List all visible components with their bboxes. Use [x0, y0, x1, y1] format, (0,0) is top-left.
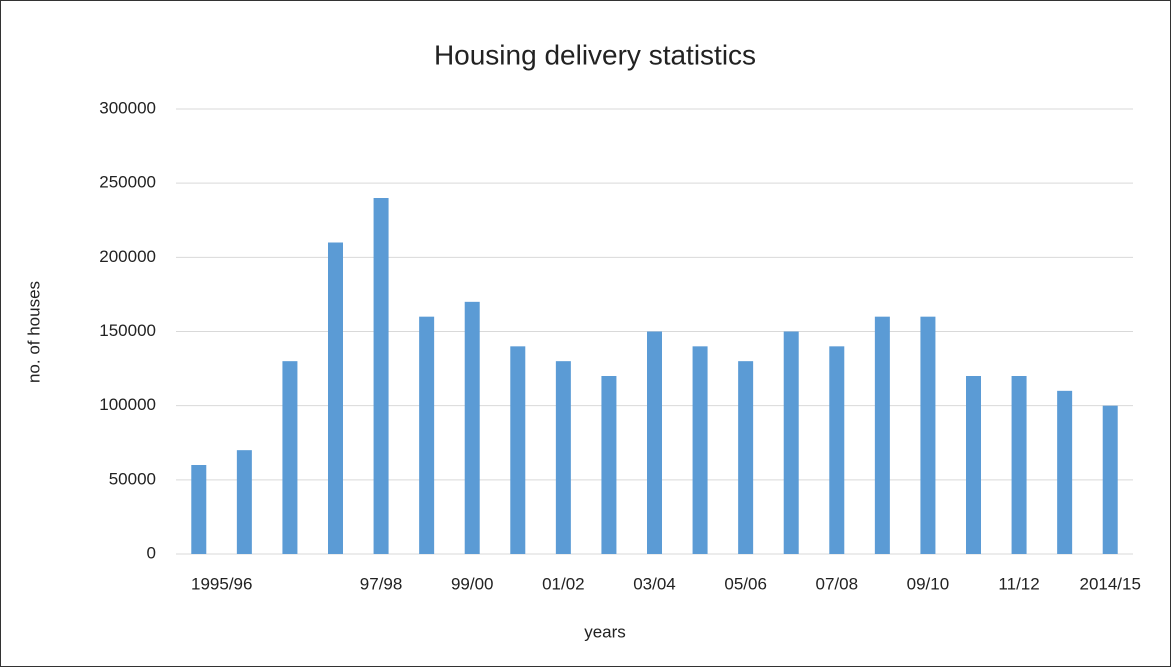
bar: [373, 198, 389, 554]
bar: [738, 361, 754, 554]
bar: [510, 346, 526, 554]
x-tick-label: 1995/96: [191, 574, 252, 593]
x-tick-label: 97/98: [360, 574, 403, 593]
chart-title: Housing delivery statistics: [434, 39, 756, 70]
x-tick-label: 11/12: [998, 574, 1039, 593]
bar: [647, 331, 662, 554]
bar: [328, 242, 343, 554]
bar: [966, 376, 981, 554]
bar: [555, 361, 571, 554]
x-tick-label: 05/06: [724, 574, 767, 593]
y-tick-label: 100000: [99, 395, 156, 414]
y-tick-label: 150000: [99, 321, 156, 340]
bar: [692, 346, 708, 554]
y-tick-label: 50000: [109, 469, 156, 488]
bar: [1057, 390, 1073, 554]
x-tick-label: 01/02: [542, 574, 585, 593]
bar: [920, 316, 936, 554]
bar: [1102, 405, 1118, 554]
x-tick-label: 07/08: [816, 574, 859, 593]
x-tick-label: 09/10: [907, 574, 950, 593]
bar: [874, 316, 890, 554]
bar: [191, 465, 207, 554]
bar: [601, 376, 617, 554]
bar: [236, 450, 252, 554]
x-tick-label: 03/04: [633, 574, 676, 593]
y-tick-label: 300000: [99, 98, 156, 117]
x-tick-label: 99/00: [451, 574, 494, 593]
bar: [1011, 376, 1027, 554]
y-axis-label: no. of houses: [24, 281, 43, 383]
bar: [829, 346, 845, 554]
x-axis-label: years: [584, 622, 626, 641]
y-tick-label: 250000: [99, 173, 156, 192]
bar: [783, 331, 799, 554]
y-tick-label: 200000: [99, 247, 156, 266]
x-tick-label: 2014/15: [1079, 574, 1140, 593]
y-tick-label: 0: [147, 543, 156, 562]
bar: [464, 301, 480, 554]
bar: [282, 361, 298, 554]
bar: [419, 316, 435, 554]
